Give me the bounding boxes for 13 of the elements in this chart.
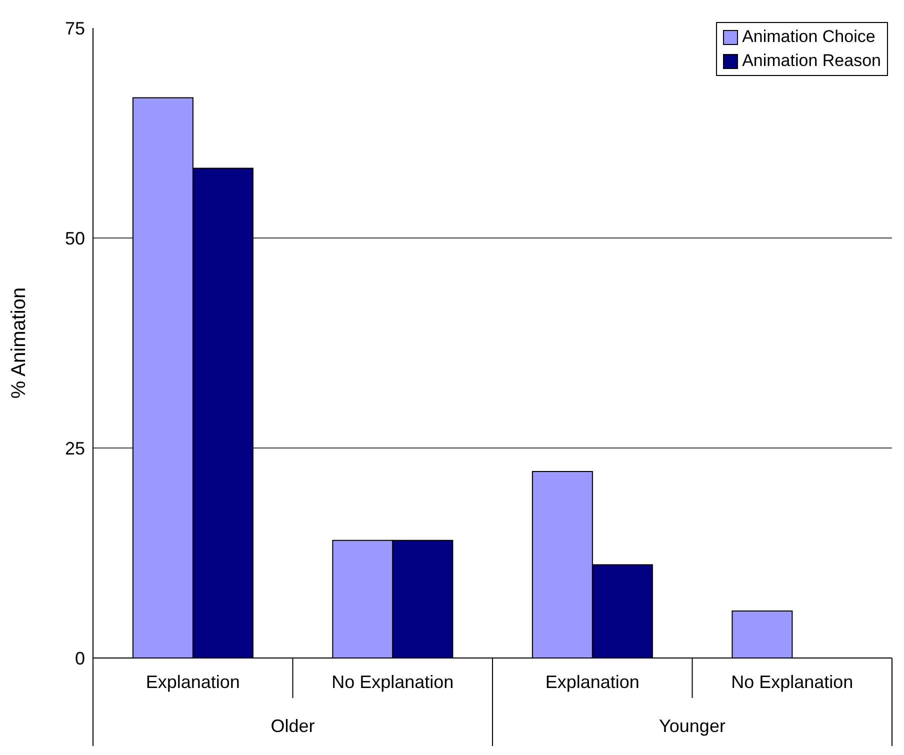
x-tick-label: Explanation — [545, 672, 640, 692]
y-axis-title: % Animation — [8, 287, 30, 399]
x-tick-label: No Explanation — [731, 672, 854, 692]
y-tick-label: 50 — [64, 228, 85, 248]
y-tick-label: 25 — [64, 438, 85, 458]
y-tick-label: 75 — [64, 18, 85, 38]
text: Older — [270, 716, 315, 736]
text: Younger — [659, 716, 726, 736]
legend-label: Animation Choice — [742, 26, 876, 48]
y-tick-label: 0 — [74, 648, 85, 668]
legend-label: Animation Reason — [742, 50, 881, 72]
x-tick-label: Explanation — [146, 672, 240, 692]
x-tick-label: No Explanation — [332, 672, 454, 692]
